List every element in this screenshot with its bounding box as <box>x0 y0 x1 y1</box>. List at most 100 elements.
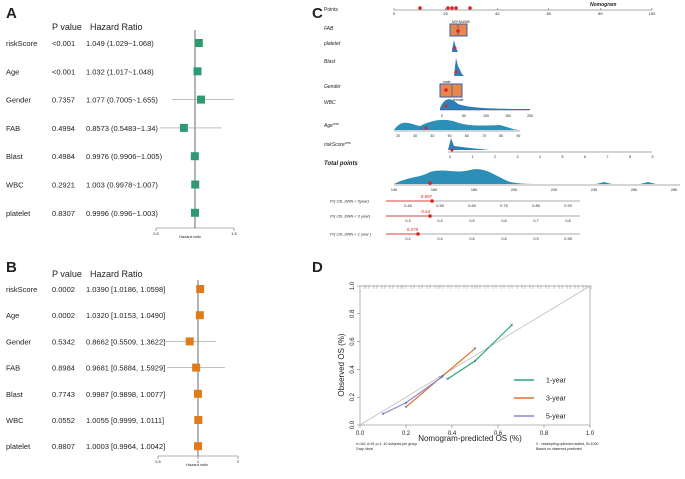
row-hr-text: 1.0390 [1.0186, 1.0598] <box>86 285 165 294</box>
total-points-tail <box>596 182 656 184</box>
points-tick-label: 100 <box>649 11 656 16</box>
prob-row-value: 0.279 <box>407 227 419 232</box>
prob-row-tick-label: 0.6 <box>501 219 506 223</box>
row-pvalue: 0.0002 <box>52 311 75 320</box>
x-tick-label: 0.5 <box>155 459 161 464</box>
row-name: WBC <box>6 181 24 190</box>
riskscore-tick-label: 6 <box>584 155 586 159</box>
nomogram-variable-label: platelet <box>323 41 341 47</box>
total-points-tick-label: 260 <box>631 188 637 192</box>
forest-b-header-hr: Hazard Ratio <box>90 269 143 279</box>
y-tick-label: 0.2 <box>350 392 356 401</box>
hr-marker <box>185 337 194 346</box>
forest-a-header-hr: Hazard Ratio <box>90 22 143 32</box>
hr-marker <box>197 95 206 104</box>
x-tick-label: 0.0 <box>356 431 365 437</box>
total-points-tick-label: 140 <box>391 188 397 192</box>
hr-marker <box>190 152 199 161</box>
nomogram-variable-label: FAB <box>324 26 334 32</box>
hr-marker <box>190 208 199 217</box>
row-pvalue: 0.4994 <box>52 124 75 133</box>
prob-row-label: Pr( OS_DNN < 5year) <box>330 199 370 204</box>
forest-a-header-pvalue: P value <box>52 22 82 32</box>
ideal-line <box>359 285 591 426</box>
footnote-left: Gray: ideal <box>356 447 373 451</box>
prob-row-tick-label: 0.8 <box>501 237 506 241</box>
forest-b-xlabel: Hazard ratio <box>186 462 209 467</box>
row-name: Age <box>6 311 19 320</box>
row-hr-text: 0.9996 (0.996~1.003) <box>86 209 158 218</box>
nomogram-total-points-label: Total points <box>324 161 358 167</box>
prob-row-tick-label: 0.75 <box>500 204 507 208</box>
age-tick-label: 40 <box>430 134 434 138</box>
gender-label-female: female <box>453 98 464 102</box>
prob-row-tick-label: 0.93 <box>564 204 571 208</box>
prob-row-tick-label: 0.8 <box>565 219 570 223</box>
riskscore-tick-label: 3 <box>517 155 519 159</box>
gender-label-male: male <box>443 80 451 84</box>
series-point: × <box>404 401 408 407</box>
age-density <box>394 119 520 130</box>
row-pvalue: 0.5342 <box>52 337 75 346</box>
row-hr-text: 0.9987 [0.9898, 1.0077] <box>86 390 165 399</box>
total-points-tick-label: 240 <box>591 188 597 192</box>
prob-row-label: Pr( OS_DNN < 3 year) <box>330 214 371 219</box>
footnote-left: n=161 d=91 p=1, 40 subjects per group <box>356 442 417 446</box>
prob-row-marker <box>416 232 420 236</box>
row-hr-text: 0.9976 (0.9906~1.005) <box>86 152 163 161</box>
footnote-right: Based on observed-predicted <box>536 447 582 451</box>
y-tick-label: 0.6 <box>350 337 356 346</box>
calibration-xlabel: Nomogram-predicted OS (%) <box>418 434 522 443</box>
points-tick-label: 80 <box>598 11 603 16</box>
prob-row-tick-label: 0.2 <box>405 237 410 241</box>
age-tick-label: 20 <box>396 134 400 138</box>
x-tick-label: 0.8 <box>540 431 549 437</box>
nomogram-points-label: Points <box>324 7 338 13</box>
nomogram-variable-label: Blast <box>324 59 336 65</box>
riskscore-tick-label: 5 <box>562 155 564 159</box>
hr-marker <box>193 389 202 398</box>
gender-marker <box>444 88 448 92</box>
age-tick-label: 50 <box>448 134 452 138</box>
gender-box <box>439 83 463 98</box>
wbc-tick-label: 0 <box>441 114 443 118</box>
nomogram-variable-label: riskScore*** <box>324 142 352 148</box>
row-name: platelet <box>6 442 31 451</box>
row-name: riskScore <box>6 285 37 294</box>
total-points-tick-label: 220 <box>551 188 557 192</box>
fab-label: M3+M4/M5 <box>452 20 470 24</box>
row-hr-text: 0.8573 (0.5483~1.34) <box>86 124 158 133</box>
panel-label-a: A <box>6 5 17 22</box>
row-hr-text: 1.0003 [0.9964, 1.0042] <box>86 442 165 451</box>
total-points-density <box>394 169 540 184</box>
row-pvalue: 0.8807 <box>52 442 75 451</box>
prob-row-tick-label: 0.55 <box>436 204 443 208</box>
prob-row-label: Pr( OS_DNN < 1 year ) <box>330 232 372 237</box>
hr-marker <box>179 123 188 132</box>
series-point: × <box>404 405 408 411</box>
x-tick-label: 1 <box>197 459 200 464</box>
row-hr-text: 0.9681 [0.5884, 1.5929] <box>86 364 165 373</box>
age-tick-label: 70 <box>482 134 486 138</box>
row-pvalue: 0.0552 <box>52 416 75 425</box>
age-tick-label: 30 <box>413 134 417 138</box>
row-name: riskScore <box>6 39 37 48</box>
riskscore-tick-label: 8 <box>629 155 631 159</box>
riskscore-tick-label: 0 <box>449 155 451 159</box>
nomogram-variable-label: WBC <box>324 100 336 106</box>
riskscore-tick-label: 9 <box>652 155 654 159</box>
series-point: × <box>510 323 514 329</box>
row-hr-text: 1.003 (0.9978~1.007) <box>86 181 158 190</box>
prob-row-tick-label: 0.85 <box>532 204 539 208</box>
nomogram-title: Nomogram <box>590 2 617 8</box>
x-tick-label: 1.5 <box>231 231 237 236</box>
nomogram-variable-label: Age*** <box>323 123 340 129</box>
points-tick-label: 0 <box>393 11 396 16</box>
row-pvalue: 0.7743 <box>52 390 75 399</box>
row-hr-text: 0.8662 [0.5509, 1.3622] <box>86 337 165 346</box>
prob-row-tick-label: 0.9 <box>533 237 538 241</box>
hr-marker <box>194 416 203 424</box>
points-marker <box>454 6 458 10</box>
prob-row-value: 0.697 <box>421 194 433 199</box>
prob-row-tick-label: 0.3 <box>405 219 410 223</box>
